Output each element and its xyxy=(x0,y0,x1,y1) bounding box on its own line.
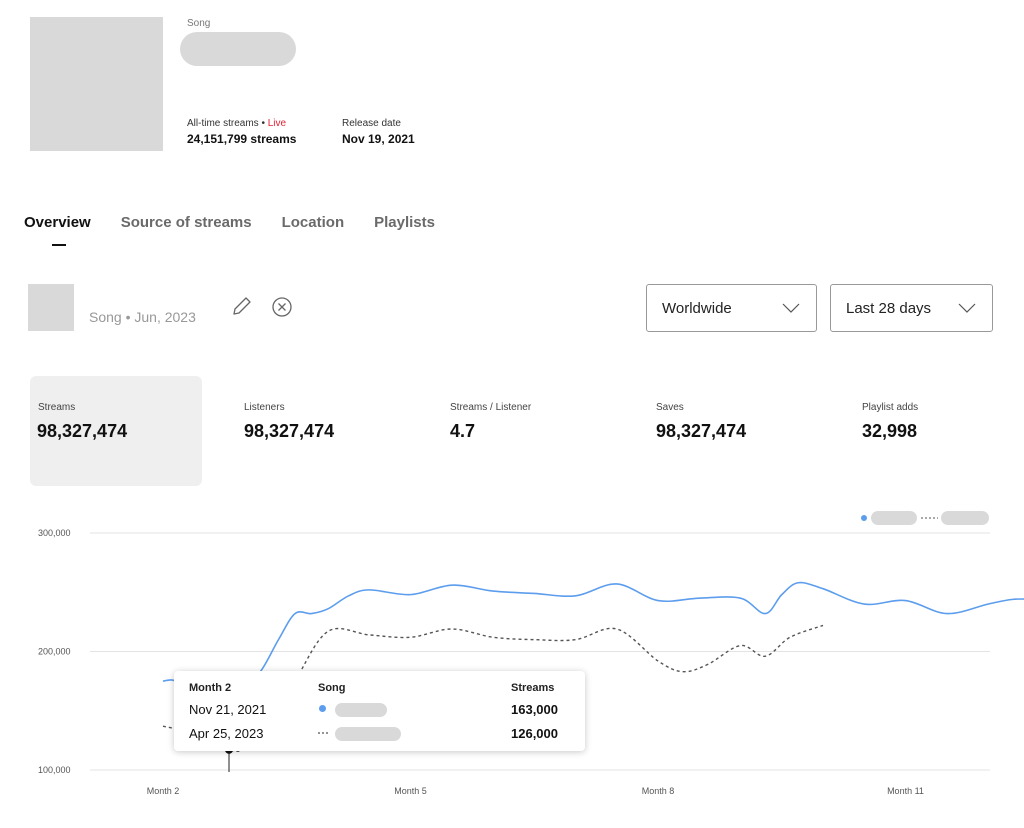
series-line-comparison xyxy=(162,624,824,752)
pencil-icon[interactable] xyxy=(230,294,254,318)
kpi-saves-value: 98,327,474 xyxy=(656,421,747,441)
kpi-playlist-adds-value: 32,998 xyxy=(862,421,918,441)
tooltip-row-date: Nov 21, 2021 xyxy=(189,702,267,717)
alltime-streams-label: All-time streams • Live xyxy=(187,118,287,129)
chevron-down-icon xyxy=(782,303,800,313)
legend-comparison-placeholder xyxy=(941,511,989,525)
tab-bar: Overview Source of streams Location Play… xyxy=(24,214,465,246)
tooltip-row-date: Apr 25, 2023 xyxy=(189,726,264,741)
dashed-series-marker xyxy=(318,732,328,734)
kpi-streams-value: 98,327,474 xyxy=(37,421,128,441)
kpi-streams-per-listener-label: Streams / Listener xyxy=(450,402,532,413)
kpi-streams-per-listener-value: 4.7 xyxy=(450,421,476,441)
tab-playlists[interactable]: Playlists xyxy=(374,214,435,231)
close-circle-icon[interactable] xyxy=(270,295,294,319)
comparison-label: Song • Jun, 2023 xyxy=(89,309,196,325)
x-tick-label: Month 8 xyxy=(642,786,675,796)
tab-source-of-streams[interactable]: Source of streams xyxy=(120,214,252,231)
tooltip-row-value: 126,000 xyxy=(511,726,558,741)
date-range-dropdown-value: Last 28 days xyxy=(846,299,932,317)
release-date-value: Nov 19, 2021 xyxy=(342,132,415,146)
kpi-playlist-adds-label: Playlist adds xyxy=(862,402,919,413)
location-dropdown[interactable]: Worldwide xyxy=(646,284,817,332)
alltime-streams-value: 24,151,799 streams xyxy=(187,132,297,146)
comparison-song-name-placeholder xyxy=(335,727,401,741)
kpi-streams-card[interactable] xyxy=(30,376,202,486)
song-artwork xyxy=(30,17,163,151)
chevron-down-icon xyxy=(958,303,976,313)
tab-overview[interactable]: Overview xyxy=(24,214,91,246)
legend-song-placeholder xyxy=(871,511,917,525)
solid-series-marker xyxy=(319,705,326,712)
kpi-streams-label: Streams xyxy=(38,402,76,413)
legend-marker-song xyxy=(861,515,867,521)
kpi-saves-label: Saves xyxy=(656,402,684,413)
tooltip-song-header: Song xyxy=(318,682,346,694)
y-tick-label: 100,000 xyxy=(38,765,71,775)
tooltip-row-value: 163,000 xyxy=(511,702,558,717)
chart-gridlines xyxy=(90,532,990,771)
kpi-listeners-label: Listeners xyxy=(244,402,285,413)
song-name-placeholder xyxy=(335,703,387,717)
chart-tooltip: Month 2 Song Streams Nov 21, 2021 163,00… xyxy=(174,671,585,751)
chart-legend xyxy=(861,511,989,525)
chart-y-axis: 300,000 200,000 100,000 xyxy=(38,528,71,775)
date-range-dropdown[interactable]: Last 28 days xyxy=(830,284,993,332)
tooltip-streams-header: Streams xyxy=(511,682,555,694)
tooltip-month: Month 2 xyxy=(189,682,232,694)
x-tick-label: Month 5 xyxy=(394,786,427,796)
x-tick-label: Month 11 xyxy=(887,786,924,796)
location-dropdown-value: Worldwide xyxy=(662,299,732,317)
y-tick-label: 200,000 xyxy=(38,647,71,657)
kpi-listeners-value: 98,327,474 xyxy=(244,421,335,441)
live-badge: Live xyxy=(267,118,287,129)
comparison-artwork xyxy=(28,284,74,331)
song-type-label: Song xyxy=(187,18,211,29)
x-tick-label: Month 2 xyxy=(147,786,180,796)
y-tick-label: 300,000 xyxy=(38,528,71,538)
release-date-label: Release date xyxy=(342,118,401,129)
chart-x-axis: Month 2 Month 5 Month 8 Month 11 xyxy=(147,786,924,796)
tab-location[interactable]: Location xyxy=(281,214,345,231)
song-title-placeholder xyxy=(180,32,296,66)
